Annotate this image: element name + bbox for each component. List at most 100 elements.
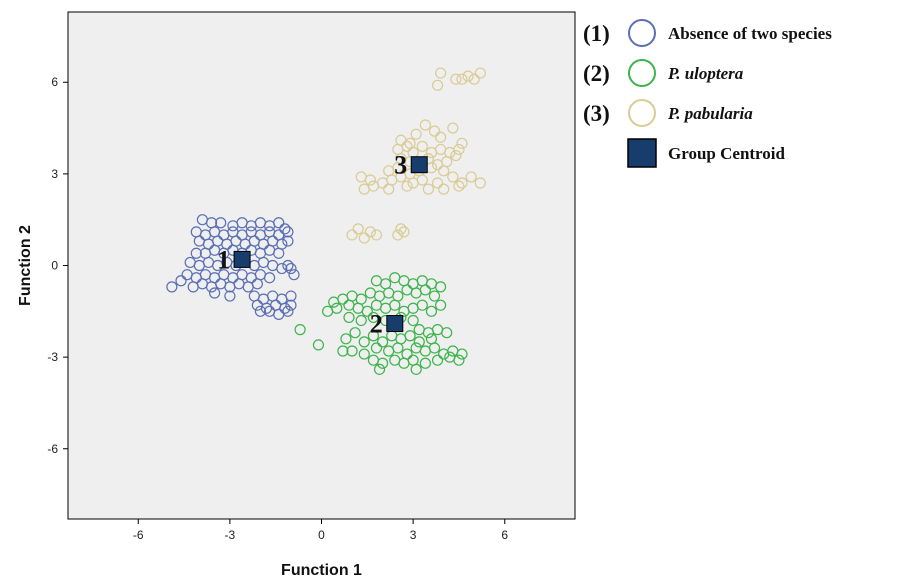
legend-marker-square <box>627 138 657 168</box>
data-point-group-2 <box>343 311 355 324</box>
data-point-group-2 <box>441 327 453 339</box>
data-point-group-3 <box>474 177 486 189</box>
centroid-label: 2 <box>370 310 383 339</box>
legend-number: (2) <box>583 61 610 86</box>
y-axis-title: Function 2 <box>17 225 34 306</box>
data-point-group-2 <box>416 299 428 311</box>
data-point-group-2 <box>346 345 358 357</box>
data-point-group-2 <box>425 305 438 317</box>
data-point-group-2 <box>380 278 392 290</box>
data-point-group-2 <box>331 302 343 314</box>
x-tick-label: -6 <box>133 528 144 542</box>
legend-label: P. uloptera <box>667 64 744 83</box>
group-centroid-marker <box>233 250 251 268</box>
y-tick-label: -3 <box>47 350 58 364</box>
data-point-group-3 <box>450 73 462 85</box>
data-point-group-2 <box>340 333 352 345</box>
data-point-group-2 <box>294 324 306 336</box>
data-point-group-1 <box>282 235 294 247</box>
data-points <box>166 67 486 375</box>
data-point-group-3 <box>398 226 410 238</box>
data-point-group-2 <box>370 342 383 354</box>
y-tick-label: 6 <box>51 75 58 89</box>
data-point-group-2 <box>431 354 444 366</box>
data-point-group-2 <box>413 336 425 348</box>
data-point-group-3 <box>364 226 376 238</box>
data-point-group-2 <box>312 339 325 351</box>
data-point-group-2 <box>358 336 370 348</box>
data-point-group-3 <box>462 70 474 82</box>
legend-label: P. pabularia <box>667 104 753 123</box>
data-point-group-3 <box>358 232 370 244</box>
data-point-group-1 <box>285 299 297 311</box>
data-point-group-3 <box>450 149 462 162</box>
data-point-group-1 <box>276 262 288 275</box>
y-tick-label: 0 <box>51 259 58 273</box>
data-point-group-2 <box>410 363 422 375</box>
data-point-group-1 <box>279 223 291 235</box>
data-point-group-1 <box>282 226 294 238</box>
data-point-group-1 <box>263 272 276 284</box>
data-point-group-3 <box>410 128 422 140</box>
data-point-group-3 <box>346 229 358 241</box>
data-point-group-3 <box>447 122 459 134</box>
data-point-group-2 <box>419 357 431 369</box>
data-point-group-3 <box>435 131 447 143</box>
legend-marker-circle <box>628 59 656 87</box>
data-point-group-3 <box>367 180 380 192</box>
data-point-group-3 <box>431 177 444 189</box>
group-centroid-marker <box>386 315 404 333</box>
data-point-group-3 <box>395 171 407 183</box>
data-point-group-2 <box>367 330 380 342</box>
y-tick-label: -6 <box>47 442 58 456</box>
data-point-group-3 <box>453 143 465 156</box>
legend-label: Absence of two species <box>668 24 832 43</box>
data-point-group-2 <box>358 348 370 360</box>
group-centroid-marker <box>410 156 428 174</box>
data-point-group-2 <box>376 357 389 369</box>
y-tick-label: 3 <box>51 167 58 181</box>
data-point-group-3 <box>468 73 480 85</box>
data-point-group-3 <box>438 183 450 195</box>
data-point-group-2 <box>367 311 380 324</box>
data-point-group-3 <box>456 137 468 149</box>
data-point-group-2 <box>404 330 416 342</box>
data-point-group-1 <box>175 275 187 287</box>
x-tick-label: 3 <box>410 528 417 542</box>
x-tick-label: 0 <box>318 528 325 542</box>
data-point-group-3 <box>370 229 383 241</box>
data-point-group-2 <box>435 281 447 293</box>
data-point-group-2 <box>453 354 465 366</box>
x-tick-label: 6 <box>501 528 508 542</box>
data-point-group-3 <box>416 174 428 186</box>
data-point-group-1 <box>285 262 297 275</box>
data-point-group-1 <box>282 305 294 317</box>
plot-area <box>67 11 576 520</box>
data-point-group-2 <box>392 342 404 354</box>
data-point-group-1 <box>251 278 263 290</box>
data-point-group-3 <box>428 125 441 137</box>
data-point-group-3 <box>438 165 450 177</box>
data-point-group-3 <box>422 183 434 195</box>
data-point-group-1 <box>273 247 285 259</box>
x-tick-label: -3 <box>225 528 236 542</box>
data-point-group-2 <box>428 290 441 302</box>
data-point-group-2 <box>389 299 401 311</box>
data-point-group-1 <box>224 290 236 302</box>
data-point-group-3 <box>431 79 444 91</box>
data-point-group-2 <box>361 305 373 317</box>
data-point-group-2 <box>349 327 361 339</box>
group-centroids: 1 2 3 <box>217 151 428 339</box>
x-axis-title: Function 1 <box>281 562 362 579</box>
data-point-group-3 <box>364 174 376 186</box>
data-point-group-3 <box>465 171 477 183</box>
data-point-group-3 <box>456 177 468 189</box>
legend-label: Group Centroid <box>668 144 786 163</box>
data-point-group-1 <box>288 269 300 281</box>
data-point-group-2 <box>373 363 386 375</box>
data-point-group-1 <box>166 281 178 293</box>
data-point-group-3 <box>383 183 395 195</box>
data-point-group-1 <box>209 287 221 299</box>
data-point-group-1 <box>190 247 202 259</box>
data-point-group-3 <box>416 140 428 152</box>
